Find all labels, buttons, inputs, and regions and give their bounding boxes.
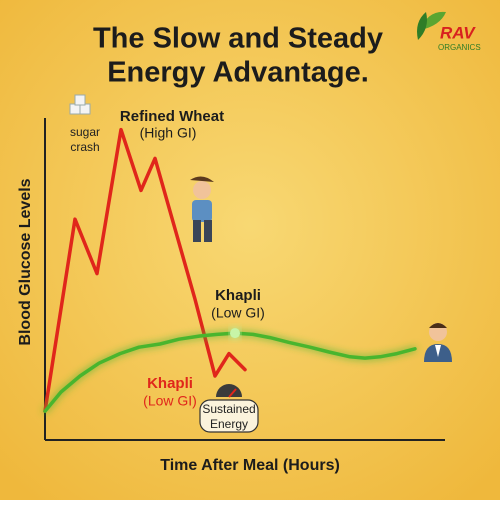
series-note: (High GI) (140, 125, 197, 141)
annotation: (Low GI) (143, 393, 197, 409)
happy-person-icon (424, 323, 452, 362)
series-note: (Low GI) (211, 305, 265, 321)
sugar-icon (69, 94, 91, 115)
logo-text: RAV (440, 23, 476, 42)
chart-title: The Slow and Steady (93, 23, 383, 55)
y-axis-label: Blood Glucose Levels (17, 178, 34, 345)
annotation: Khapli (147, 375, 193, 392)
chart-title: Energy Advantage. (107, 57, 369, 89)
annotation: Energy (210, 417, 248, 431)
logo: RAV ORGANICS (417, 11, 481, 52)
series-label: Refined Wheat (120, 108, 224, 125)
data-line (43, 127, 247, 413)
x-axis-label: Time After Meal (Hours) (160, 457, 340, 474)
highlight-point (230, 328, 240, 339)
tired-person-icon (190, 176, 214, 242)
annotation: crash (70, 140, 99, 154)
annotation: sugar (70, 125, 100, 139)
series-label: Khapli (215, 287, 261, 304)
gauge-icon (199, 384, 259, 433)
annotation: Sustained (202, 402, 255, 416)
logo-subtext: ORGANICS (438, 43, 481, 52)
